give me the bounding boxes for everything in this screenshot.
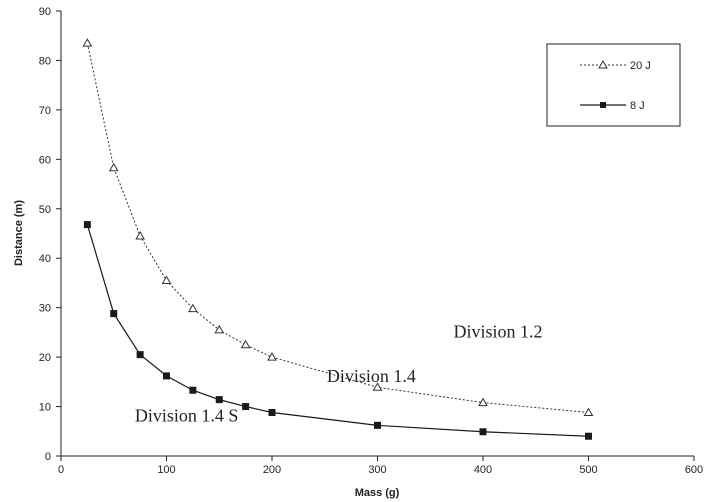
region-label: Division 1.4 S [135,405,239,425]
y-axis-title: Distance (m) [13,200,25,266]
legend: 20 J 8 J [546,43,681,127]
data-point-20j [135,230,145,240]
data-point-20j [372,382,383,391]
ticks: 0 100 200 300 400 500 600 0 10 20 30 40 50 60 70 80 90 [39,6,703,476]
data-point-20j [161,275,172,284]
data-point-20j [267,352,277,361]
data-point-8j [163,372,170,380]
y-tick-label: 40 [39,253,51,265]
y-tick-label: 0 [45,451,51,463]
legend-label-20j: 20 J [630,60,651,72]
data-point-8j [136,351,144,359]
region-label: Division 1.4 [327,366,416,386]
data-point-8j [83,221,91,229]
data-point-8j [374,421,381,429]
data-point-8j [479,428,487,436]
data-point-8j [215,396,223,404]
data-point-8j [110,310,118,318]
y-tick-label: 80 [39,55,51,67]
data-point-8j [585,432,592,440]
x-tick-label: 300 [368,464,386,476]
series-layer [82,38,594,440]
x-tick-label: 500 [579,464,597,476]
x-tick-label: 100 [157,464,175,476]
legend-box [546,43,681,127]
data-point-8j [189,386,197,394]
data-point-8j [268,408,276,416]
x-tick-label: 400 [474,464,492,476]
region-label: Division 1.2 [453,321,542,341]
y-tick-label: 50 [39,204,51,216]
y-tick-label: 70 [39,105,51,117]
data-point-20j [583,407,594,416]
data-point-20j [82,38,93,47]
y-tick-label: 10 [39,402,51,414]
y-tick-label: 90 [39,6,51,18]
data-point-20j [188,303,198,313]
legend-marker-20j [598,59,608,69]
y-tick-label: 20 [39,352,51,364]
series-line-20j [86,43,589,413]
y-tick-label: 30 [39,303,51,315]
data-point-20j [108,162,119,172]
data-point-8j [242,403,250,411]
x-tick-label: 600 [685,464,703,476]
x-tick-label: 0 [58,464,64,476]
x-axis-title: Mass (g) [355,487,400,499]
data-point-20j [214,324,225,334]
legend-marker-8j [600,102,606,108]
data-point-20j [240,339,251,349]
data-point-20j [478,397,488,407]
x-tick-label: 200 [263,464,281,476]
y-tick-label: 60 [39,154,51,166]
annotations: Division 1.2 Division 1.4 Division 1.4 S [135,321,543,425]
legend-label-8j: 8 J [630,100,645,112]
